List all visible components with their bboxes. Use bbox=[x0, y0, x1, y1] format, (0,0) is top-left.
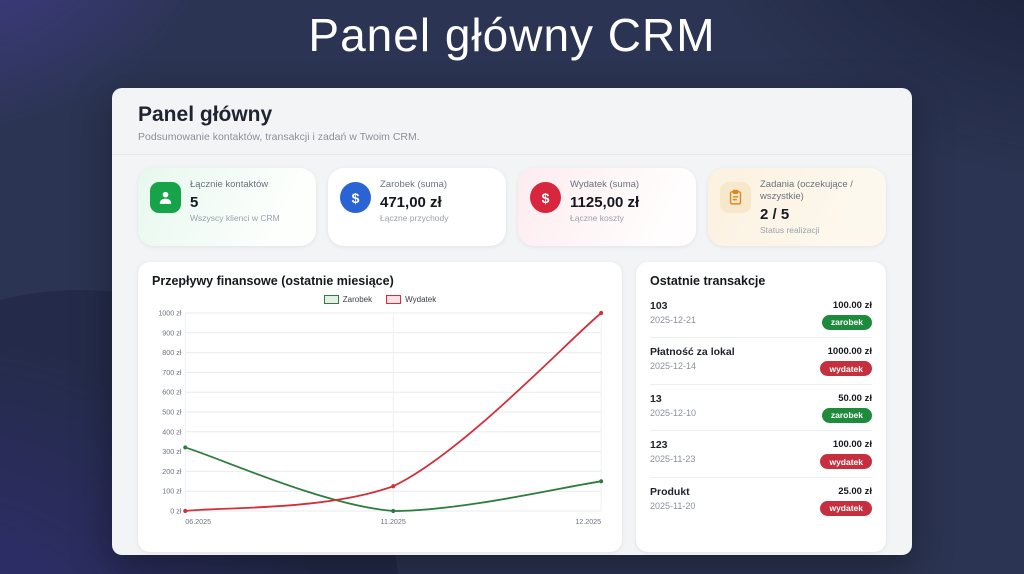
transaction-row: 103 2025-12-21 100.00 zł zarobek bbox=[650, 292, 872, 339]
stat-value: 5 bbox=[190, 193, 199, 211]
svg-text:06.2025: 06.2025 bbox=[185, 517, 211, 526]
stat-card-tasks: Zadania (oczekujące / wszystkie) 2 / 5 S… bbox=[708, 168, 886, 246]
legend-swatch bbox=[386, 294, 402, 304]
transaction-date: 2025-11-20 bbox=[650, 500, 696, 511]
transaction-amount: 50.00 zł bbox=[838, 392, 872, 404]
page-title: Panel główny CRM bbox=[308, 9, 716, 61]
dashboard-subtitle: Podsumowanie kontaktów, transakcji i zad… bbox=[138, 131, 420, 143]
dashboard-title: Panel główny bbox=[138, 103, 273, 126]
contacts-icon bbox=[150, 182, 181, 213]
crm-dashboard: Panel główny Podsumowanie kontaktów, tra… bbox=[112, 88, 912, 555]
transaction-name: Produkt bbox=[650, 485, 690, 498]
svg-text:700 zł: 700 zł bbox=[162, 368, 181, 377]
transaction-date: 2025-12-10 bbox=[650, 407, 697, 418]
chart-title: Przepływy finansowe (ostatnie miesiące) bbox=[152, 273, 394, 288]
finance-line-chart[interactable]: 0 zł 100 zł 200 zł 300 zł 400 zł 500 zł 600 zł… bbox=[152, 307, 608, 527]
legend-label: Wydatek bbox=[405, 294, 437, 304]
transactions-title: Ostatnie transakcje bbox=[650, 273, 766, 288]
svg-text:800 zł: 800 zł bbox=[162, 348, 181, 357]
legend-label: Zarobek bbox=[342, 294, 373, 304]
transaction-name: Płatność za lokal bbox=[650, 346, 735, 359]
transaction-name: 103 bbox=[650, 299, 668, 312]
dollar-icon: $ bbox=[530, 182, 561, 213]
legend-item-wydatek[interactable]: Wydatek bbox=[386, 294, 437, 304]
dashboard-body: Przepływy finansowe (ostatnie miesiące) … bbox=[112, 252, 912, 554]
svg-text:12.2025: 12.2025 bbox=[575, 517, 601, 526]
transaction-amount: 25.00 zł bbox=[838, 485, 872, 497]
legend-item-zarobek[interactable]: Zarobek bbox=[323, 294, 373, 304]
stat-value: 2 / 5 bbox=[760, 205, 790, 223]
stat-label: Zadania (oczekujące / wszystkie) bbox=[760, 179, 853, 202]
chart-legend: Zarobek Wydatek bbox=[152, 294, 608, 304]
stat-label: Łącznie kontaktów bbox=[190, 179, 269, 190]
stat-card-contacts: Łącznie kontaktów 5 Wszyscy klienci w CR… bbox=[138, 168, 316, 246]
transaction-row: 123 2025-11-23 100.00 zł wydatek bbox=[650, 431, 872, 478]
stat-card-income: $ Zarobek (suma) 471,00 zł Łączne przych… bbox=[328, 168, 506, 246]
svg-text:600 zł: 600 zł bbox=[162, 387, 181, 396]
transaction-amount: 100.00 zł bbox=[832, 299, 872, 311]
transaction-row: Płatność za lokal 2025-12-14 1000.00 zł … bbox=[650, 338, 872, 385]
dashboard-header: Panel główny Podsumowanie kontaktów, tra… bbox=[112, 88, 912, 155]
tasks-icon bbox=[720, 182, 751, 213]
svg-text:200 zł: 200 zł bbox=[162, 467, 181, 476]
transaction-date: 2025-11-23 bbox=[650, 454, 696, 465]
stat-value: 1125,00 zł bbox=[570, 193, 640, 211]
transactions-card: Ostatnie transakcje 103 2025-12-21 100.0… bbox=[636, 261, 886, 552]
transaction-date: 2025-12-21 bbox=[650, 314, 697, 325]
stat-card-expenses: $ Wydatek (suma) 1125,00 zł Łączne koszt… bbox=[518, 168, 696, 246]
stat-sublabel: Status realizacji bbox=[760, 224, 820, 235]
transaction-type-badge: zarobek bbox=[821, 314, 872, 330]
transaction-type-badge: wydatek bbox=[820, 454, 872, 470]
transaction-amount: 100.00 zł bbox=[832, 439, 872, 451]
stat-value: 471,00 zł bbox=[380, 193, 442, 211]
svg-text:900 zł: 900 zł bbox=[162, 328, 181, 337]
transaction-name: 123 bbox=[650, 439, 668, 452]
svg-text:11.2025: 11.2025 bbox=[381, 517, 406, 526]
transaction-row: Produkt 2025-11-20 25.00 zł wydatek bbox=[650, 478, 872, 524]
finance-chart-card: Przepływy finansowe (ostatnie miesiące) … bbox=[138, 261, 622, 552]
stats-row: Łącznie kontaktów 5 Wszyscy klienci w CR… bbox=[112, 155, 912, 252]
transaction-type-badge: zarobek bbox=[821, 407, 872, 423]
transaction-date: 2025-12-14 bbox=[650, 361, 697, 372]
svg-text:400 zł: 400 zł bbox=[162, 427, 181, 436]
stat-label: Wydatek (suma) bbox=[570, 179, 640, 190]
transaction-type-badge: wydatek bbox=[820, 500, 872, 516]
stat-sublabel: Wszyscy klienci w CRM bbox=[190, 212, 280, 223]
transactions-list: 103 2025-12-21 100.00 zł zarobek Płatnoś… bbox=[650, 292, 872, 524]
transaction-row: 13 2025-12-10 50.00 zł zarobek bbox=[650, 385, 872, 432]
svg-text:100 zł: 100 zł bbox=[162, 486, 181, 495]
svg-text:500 zł: 500 zł bbox=[162, 407, 181, 416]
stat-label: Zarobek (suma) bbox=[380, 179, 448, 190]
stat-sublabel: Łączne przychody bbox=[380, 212, 449, 223]
transaction-amount: 1000.00 zł bbox=[827, 346, 872, 358]
stat-sublabel: Łączne koszty bbox=[570, 212, 624, 223]
transaction-name: 13 bbox=[650, 392, 662, 405]
svg-text:300 zł: 300 zł bbox=[162, 447, 181, 456]
legend-swatch bbox=[323, 294, 339, 304]
transaction-type-badge: wydatek bbox=[820, 361, 872, 377]
dollar-icon: $ bbox=[340, 182, 371, 213]
svg-text:1000 zł: 1000 zł bbox=[158, 308, 181, 317]
svg-text:0 zł: 0 zł bbox=[170, 506, 182, 515]
